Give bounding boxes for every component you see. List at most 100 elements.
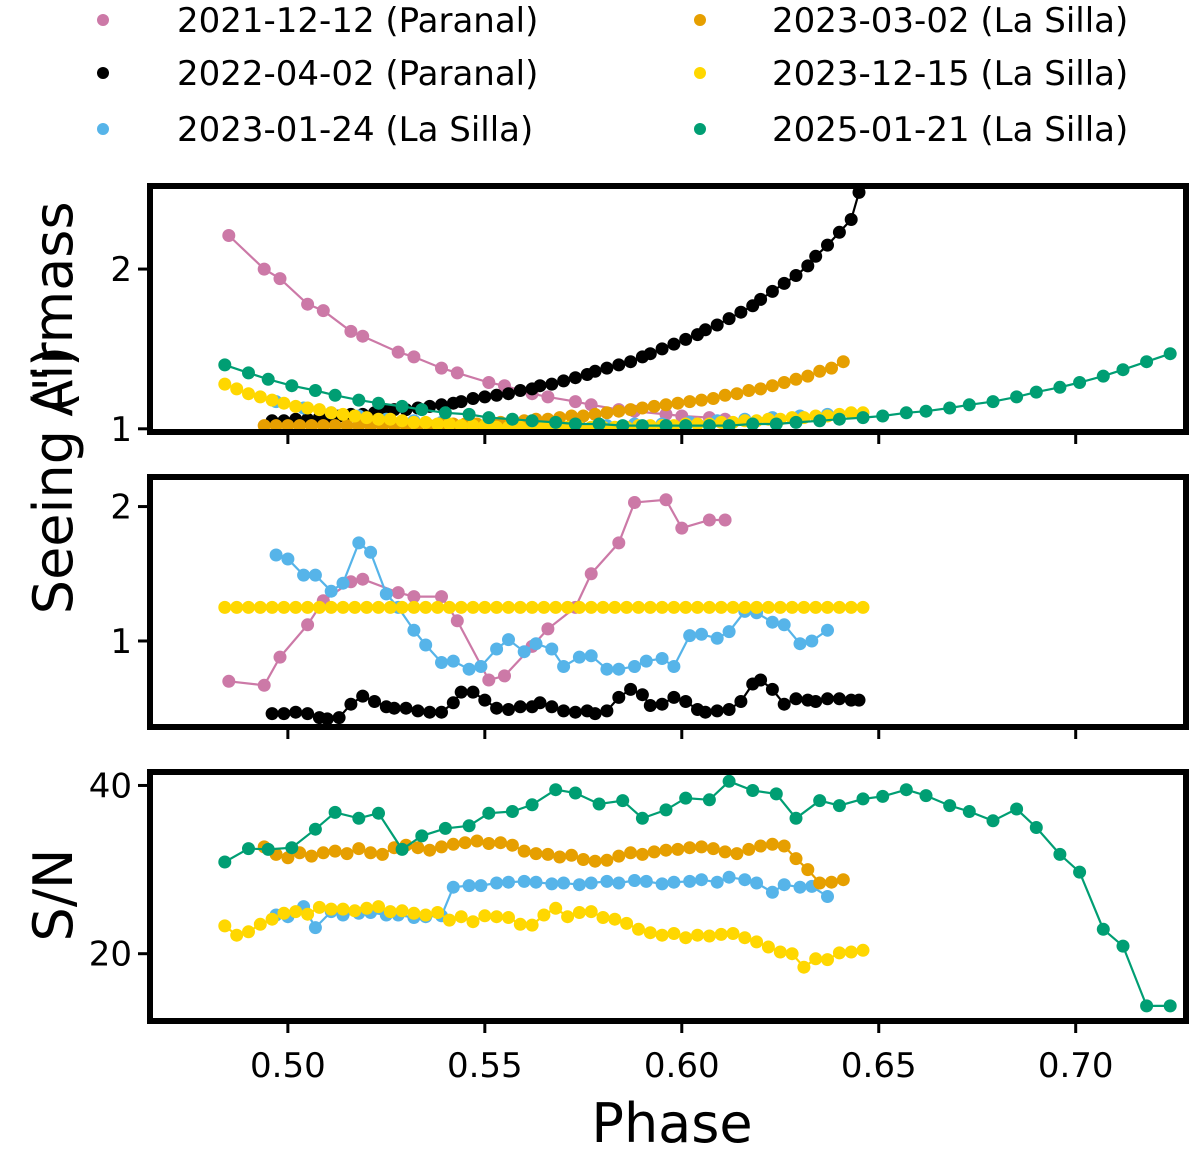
airmass-point-s2022: [557, 374, 571, 388]
seeing-point-s2023a: [639, 654, 653, 668]
snr-point-s2023b: [730, 847, 744, 861]
airmass-point-s2023b: [754, 382, 768, 396]
snr-point-s2023a: [600, 874, 614, 888]
snr-point-s2023c: [466, 915, 480, 929]
shared-y-axis-label: Seeing ("): [22, 346, 85, 614]
seeing-point-s2023c: [525, 600, 539, 614]
airmass-point-s2025: [899, 406, 913, 420]
snr-point-s2023c: [289, 905, 303, 919]
snr-point-s2023c: [738, 931, 752, 945]
seeing-point-s2022: [344, 697, 358, 711]
seeing-point-s2023c: [478, 600, 492, 614]
x-tick-label: 0.70: [1038, 1046, 1114, 1086]
airmass-point-s2023c: [265, 393, 279, 407]
snr-point-s2025: [856, 792, 870, 806]
snr-point-s2023a: [821, 890, 834, 903]
snr-point-s2023b: [635, 847, 649, 861]
airmass-point-s2023c: [312, 403, 326, 417]
snr-point-s2023a: [545, 877, 559, 891]
airmass-point-s2023c: [431, 417, 445, 431]
seeing-point-s2022: [289, 705, 303, 719]
snr-point-s2023b: [281, 851, 295, 865]
snr-point-s2023a: [572, 878, 586, 892]
snr-point-s2023c: [336, 902, 350, 916]
airmass-point-s2023b: [813, 364, 827, 378]
airmass-point-s2021: [391, 345, 405, 359]
seeing-point-s2022: [821, 692, 834, 706]
snr-point-s2025: [1116, 939, 1130, 953]
airmass-point-s2025: [482, 411, 496, 425]
airmass-point-s2023c: [407, 415, 421, 429]
seeing-point-s2023c: [785, 600, 799, 614]
airmass-point-s2021: [257, 262, 271, 276]
seeing-point-s2023a: [308, 568, 322, 582]
seeing-point-s2023c: [761, 600, 775, 614]
snr-point-s2023b: [494, 836, 508, 850]
snr-point-s2025: [372, 806, 385, 820]
airmass-point-s2023c: [360, 411, 374, 425]
snr-point-s2023b: [470, 834, 484, 848]
airmass-point-s2025: [1010, 390, 1024, 404]
airmass-point-s2022: [533, 379, 547, 393]
seeing-point-s2022: [502, 703, 515, 716]
airmass-point-s2025: [769, 417, 783, 431]
airmass-point-s2025: [395, 399, 409, 413]
snr-point-s2023b: [446, 837, 460, 851]
airmass-point-s2025: [876, 409, 890, 423]
airmass-point-s2025: [1073, 376, 1087, 389]
airmass-point-s2023c: [301, 401, 315, 415]
seeing-point-s2023c: [809, 600, 823, 614]
airmass-point-s2023b: [257, 419, 271, 432]
airmass-point-s2022: [490, 388, 504, 402]
airmass-point-s2023c: [277, 396, 291, 410]
snr-point-s2025: [285, 841, 299, 855]
seeing-point-s2023a: [805, 634, 819, 648]
seeing-point-s2022: [368, 695, 381, 708]
snr-point-s2023b: [742, 842, 756, 856]
seeing-point-s2022: [832, 692, 846, 706]
airmass-point-s2023b: [576, 409, 590, 423]
airmass-point-s2025: [549, 415, 563, 429]
seeing-point-s2023c: [537, 600, 551, 614]
seeing-point-s2023a: [584, 649, 598, 663]
airmass-point-s2022: [679, 332, 693, 346]
snr-point-s2025: [832, 799, 846, 813]
snr-point-s2023b: [328, 844, 342, 858]
panel-airmass-series: [218, 186, 1177, 432]
airmass-point-s2023b: [328, 419, 342, 432]
snr-point-s2023b: [706, 842, 720, 856]
seeing-point-s2023c: [691, 600, 704, 614]
seeing-point-s2023c: [750, 600, 764, 614]
seeing-point-s2022: [722, 703, 736, 716]
seeing-point-s2023c: [312, 600, 326, 614]
airmass-point-s2023b: [316, 419, 330, 432]
airmass-point-s2022: [513, 384, 527, 397]
airmass-point-s2025: [352, 393, 366, 407]
seeing-point-s2023c: [407, 600, 421, 614]
seeing-point-s2023a: [612, 662, 626, 676]
legend-entry-s2023b: 2023-03-02 (La Silla): [694, 1, 1128, 41]
seeing-point-s2023c: [466, 600, 480, 614]
snr-point-s2025: [242, 842, 255, 856]
snr-point-s2023a: [612, 876, 626, 890]
seeing-point-s2021: [450, 614, 464, 628]
seeing-point-s2023c: [584, 600, 598, 614]
seeing-point-s2023c: [726, 600, 740, 614]
seeing-point-s2023a: [821, 623, 834, 637]
snr-point-s2025: [722, 774, 736, 788]
legend-label-s2023b: 2023-03-02 (La Silla): [772, 1, 1128, 41]
snr-point-s2023c: [372, 900, 385, 914]
x-tick-label: 0.65: [841, 1046, 917, 1086]
seeing-point-s2022: [777, 697, 791, 711]
snr-point-s2023c: [691, 928, 704, 942]
seeing-point-s2023c: [348, 600, 362, 614]
x-tick-label: 0.60: [644, 1046, 720, 1086]
snr-point-s2023b: [600, 853, 614, 867]
snr-point-s2023a: [308, 921, 322, 935]
x-axis: 0.50 0.55 0.60 0.65 0.70: [250, 1046, 1114, 1086]
legend-entry-s2023a: 2023-01-24 (La Silla): [97, 110, 533, 150]
seeing-point-s2022: [301, 707, 315, 721]
snr-point-s2025: [505, 805, 519, 818]
snr-point-s2023c: [383, 905, 397, 919]
seeing-point-s2022: [435, 705, 448, 719]
